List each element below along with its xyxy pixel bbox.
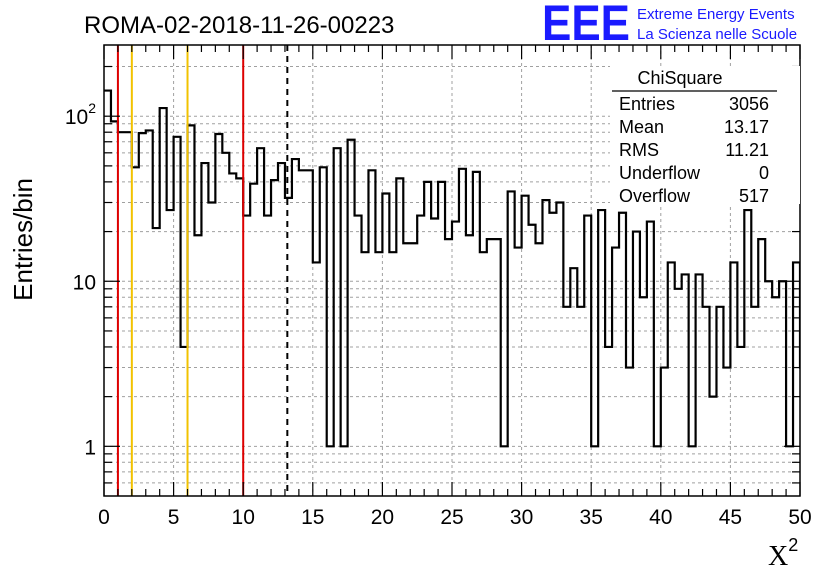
histogram-bin [577, 307, 584, 496]
y-tick-exponent: 2 [88, 100, 96, 116]
x-tick-label: 30 [510, 506, 533, 529]
histogram-bin [125, 132, 132, 496]
stat-value-underflow: 0 [759, 163, 769, 183]
x-tick-label: 35 [580, 506, 603, 529]
histogram-bin [250, 184, 257, 496]
x-tick-label: 25 [440, 506, 463, 529]
histogram-bin [424, 182, 431, 496]
histogram-bin [765, 281, 772, 496]
histogram-outline [104, 89, 800, 448]
histogram-bin [737, 347, 744, 496]
y-tick-base: 10 [73, 271, 96, 294]
logo-line-2: La Scienza nelle Scuole [637, 26, 797, 43]
histogram-bin [229, 173, 236, 496]
stat-label-underflow: Underflow [619, 163, 701, 183]
x-tick-label: 15 [301, 506, 324, 529]
stat-value-entries: 3056 [729, 94, 769, 114]
histogram-bin [431, 218, 438, 496]
eee-logo: EEE Extreme Energy Events La Scienza nel… [542, 0, 797, 51]
histogram-bin [675, 289, 682, 496]
stats-box-frame [610, 66, 800, 204]
histogram-bin [222, 153, 229, 496]
chart-title: ROMA-02-2018-11-26-00223 [84, 12, 394, 39]
x-tick-label: 10 [232, 506, 255, 529]
stat-value-overflow: 517 [739, 186, 769, 206]
x-tick-label: 20 [371, 506, 394, 529]
histogram-bin [153, 228, 160, 496]
logo-line-1: Extreme Energy Events [637, 6, 795, 23]
stat-label-mean: Mean [619, 117, 664, 137]
histogram-bin [751, 307, 758, 496]
x-tick-label: 5 [168, 506, 180, 529]
histogram-bin [181, 347, 188, 496]
x-tick-label: 40 [649, 506, 672, 529]
histogram-bin [807, 268, 814, 496]
cut-lines [116, 45, 289, 496]
stat-label-rms: RMS [619, 140, 659, 160]
histogram-bin [605, 347, 612, 496]
histogram-bin [118, 132, 125, 496]
y-tick-base: 10 [65, 106, 88, 129]
y-tick-label: 10 [73, 271, 96, 294]
histogram-bin [292, 159, 299, 496]
x-axis-label: X2 [768, 535, 798, 572]
stats-box-title: ChiSquare [637, 68, 722, 88]
x-axis-label-exponent: 2 [788, 535, 798, 555]
histogram-bars [104, 89, 835, 496]
histogram-bin [167, 210, 174, 496]
histogram-bin [271, 180, 278, 496]
histogram-bin [104, 91, 111, 496]
stat-value-mean: 13.17 [724, 117, 769, 137]
histogram-bin [800, 368, 807, 496]
histogram-bin [452, 222, 459, 496]
grid-layer [104, 45, 800, 496]
y-tick-label: 1 [84, 436, 96, 459]
y-tick-base: 1 [84, 436, 96, 459]
histogram-bin [828, 281, 835, 496]
x-axis-label-base: X [768, 541, 788, 572]
histogram-bin [208, 203, 215, 496]
histogram-bin [466, 235, 473, 496]
histogram-bin [563, 307, 570, 496]
histogram-bin [542, 200, 549, 496]
histogram-bin [111, 121, 118, 496]
histogram-bin [299, 170, 306, 496]
histogram-bin [814, 289, 821, 496]
stat-label-overflow: Overflow [619, 186, 691, 206]
histogram-bin [821, 252, 828, 496]
stat-value-rms: 11.21 [725, 140, 769, 160]
eee-logo-mark: EEE [542, 0, 630, 51]
stat-label-entries: Entries [619, 94, 675, 114]
x-tick-label: 50 [788, 506, 811, 529]
histogram-bin [139, 133, 146, 496]
histogram-bin [723, 368, 730, 496]
histogram-bin [529, 225, 536, 496]
x-tick-label: 0 [98, 506, 110, 529]
histogram-bin [236, 178, 243, 496]
y-axis-label: Entries/bin [8, 178, 38, 301]
x-tick-label: 45 [719, 506, 742, 529]
y-tick-label: 102 [65, 100, 96, 129]
histogram-bin [194, 235, 201, 496]
histogram-bin [515, 248, 522, 496]
histogram-bin [626, 368, 633, 496]
stats-box: ChiSquare Entries 3056 Mean 13.17 RMS 11… [610, 66, 800, 206]
